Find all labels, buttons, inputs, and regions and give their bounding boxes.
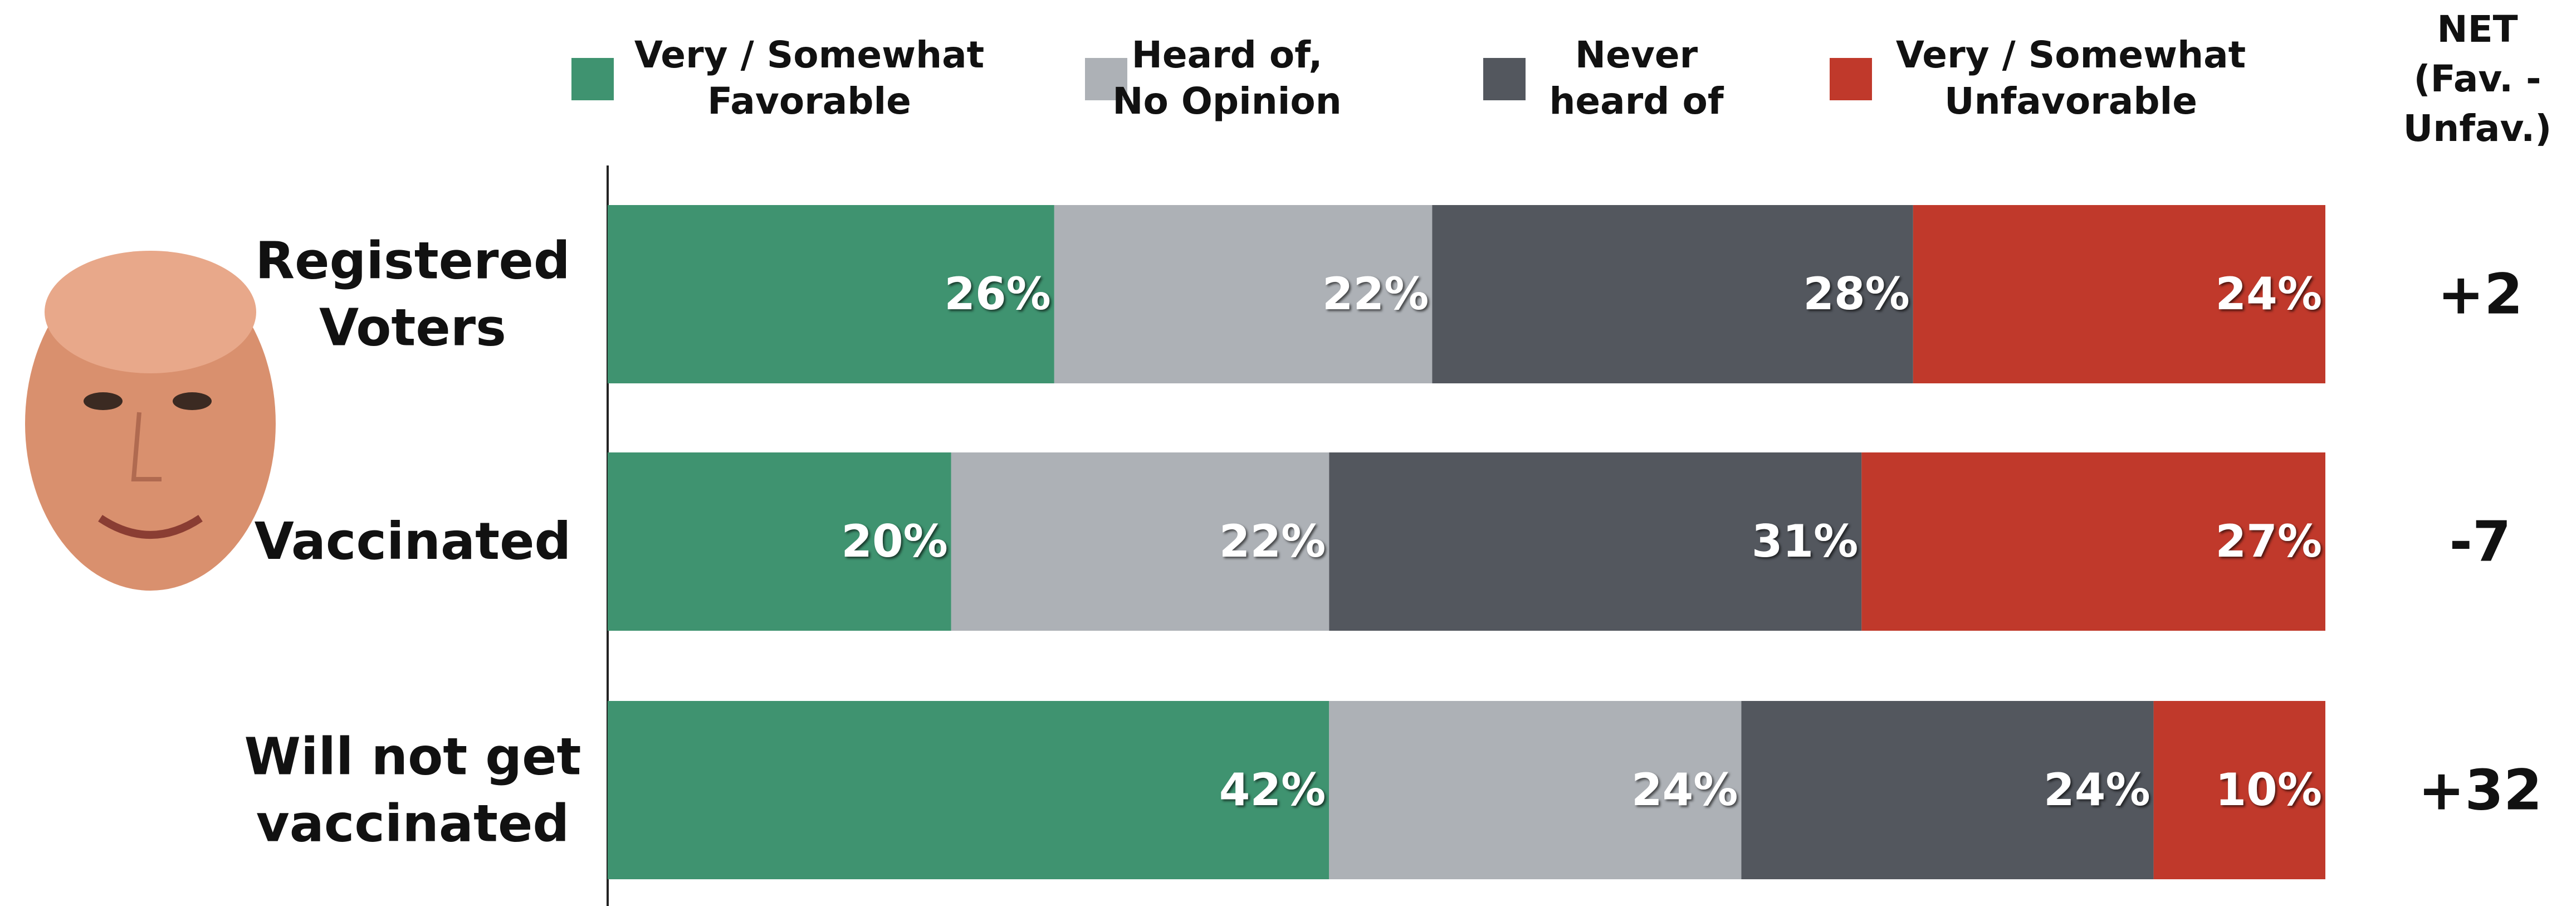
legend-label: Never heard of bbox=[1549, 33, 1724, 123]
bar-segment bbox=[1432, 205, 1913, 383]
bar-segment bbox=[1329, 701, 1742, 879]
value-label: 10% bbox=[2215, 764, 2322, 816]
category-label: Vaccinated bbox=[254, 512, 571, 572]
net-value: -7 bbox=[2449, 509, 2511, 574]
legend-label: Very / Somewhat Unfavorable bbox=[1895, 33, 2246, 123]
legend-swatch bbox=[1483, 58, 1526, 100]
bar-segment bbox=[2153, 701, 2325, 879]
value-label: 22% bbox=[1322, 268, 1429, 320]
bar-segment bbox=[951, 452, 1329, 631]
value-label: 20% bbox=[841, 515, 948, 567]
value-label: 24% bbox=[1631, 764, 1738, 816]
value-label: 42% bbox=[1219, 764, 1326, 816]
legend-swatch bbox=[1830, 58, 1872, 100]
value-label: 26% bbox=[944, 268, 1051, 320]
bar-segment bbox=[1054, 205, 1433, 383]
category-label: Registered Voters bbox=[255, 231, 570, 357]
bar-segment bbox=[608, 701, 1329, 879]
value-label: 24% bbox=[2044, 764, 2150, 816]
legend-swatch bbox=[1085, 58, 1127, 100]
legend-swatch bbox=[571, 58, 614, 100]
legend-label: Heard of, No Opinion bbox=[1112, 33, 1342, 123]
net-value: +32 bbox=[2418, 757, 2543, 823]
bar-segment bbox=[608, 452, 951, 631]
bar-segment bbox=[1741, 701, 2154, 879]
value-label: 24% bbox=[2215, 268, 2322, 320]
value-label: 22% bbox=[1219, 515, 1326, 567]
value-label: 28% bbox=[1803, 268, 1910, 320]
net-title: NET (Fav. - Unfav.) bbox=[2403, 8, 2552, 150]
bar-segment bbox=[608, 205, 1054, 383]
net-value: +2 bbox=[2437, 261, 2523, 327]
bar-segment bbox=[1913, 205, 2325, 383]
bar-segment bbox=[1329, 452, 1862, 631]
portrait bbox=[25, 251, 276, 591]
category-label: Will not get vaccinated bbox=[244, 727, 581, 853]
value-label: 31% bbox=[1751, 515, 1859, 567]
bar-segment bbox=[1861, 452, 2325, 631]
value-label: 27% bbox=[2215, 515, 2322, 567]
legend-label: Very / Somewhat Favorable bbox=[634, 33, 985, 123]
